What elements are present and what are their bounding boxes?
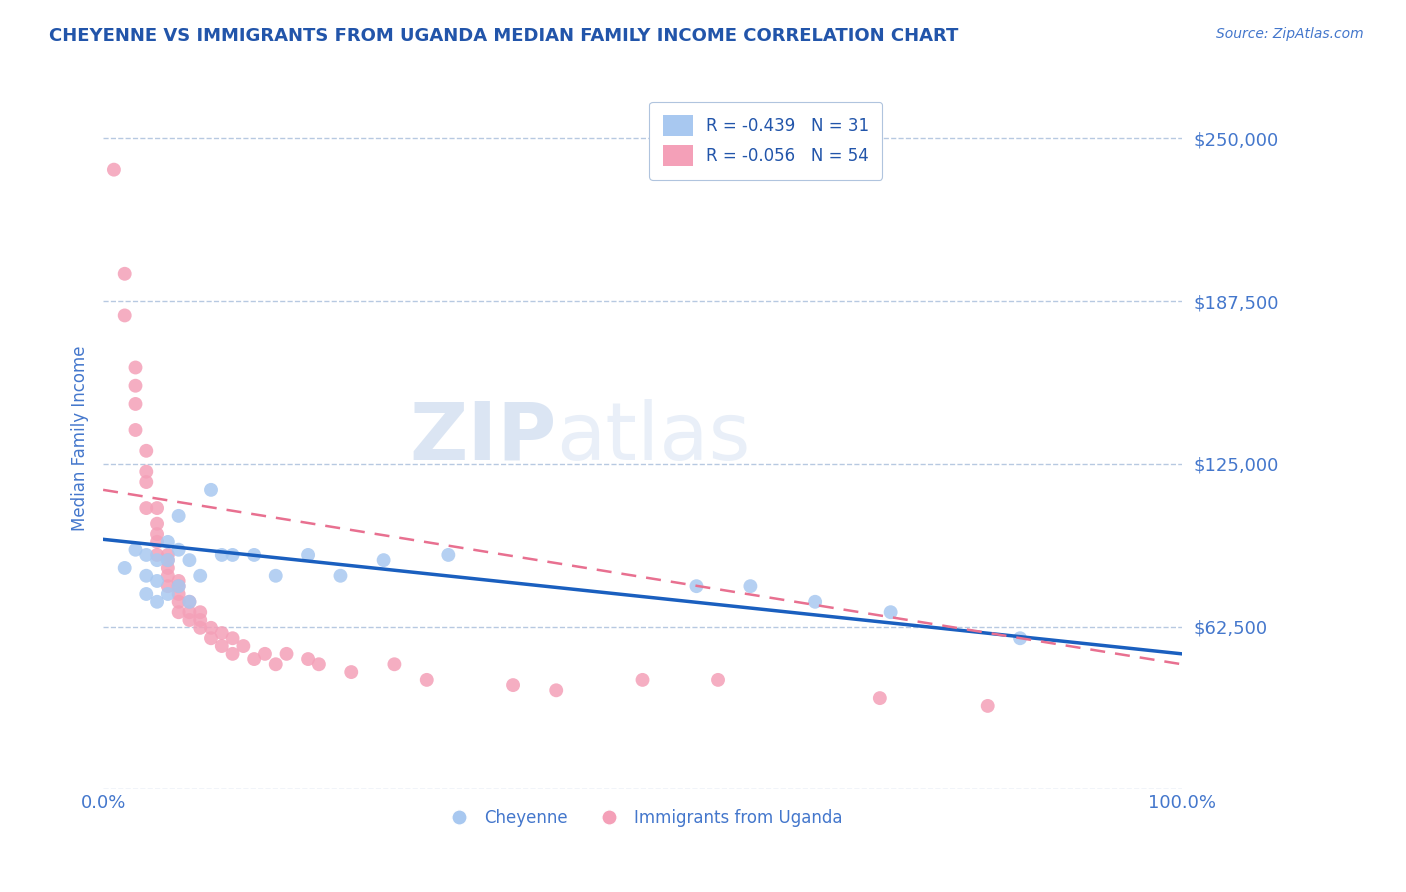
Point bbox=[156, 553, 179, 567]
Point bbox=[146, 548, 169, 562]
Point bbox=[156, 561, 179, 575]
Point bbox=[1010, 632, 1032, 646]
Point bbox=[135, 587, 157, 601]
Point bbox=[211, 639, 233, 653]
Point bbox=[167, 579, 190, 593]
Point bbox=[156, 553, 179, 567]
Point bbox=[156, 568, 179, 582]
Point bbox=[416, 673, 439, 687]
Point bbox=[156, 579, 179, 593]
Point bbox=[135, 501, 157, 516]
Point bbox=[124, 397, 146, 411]
Point bbox=[114, 309, 136, 323]
Point bbox=[167, 587, 190, 601]
Point bbox=[167, 574, 190, 588]
Point bbox=[707, 673, 730, 687]
Point bbox=[156, 535, 179, 549]
Point bbox=[179, 595, 201, 609]
Point bbox=[685, 579, 707, 593]
Point bbox=[156, 587, 179, 601]
Point bbox=[804, 595, 827, 609]
Point bbox=[297, 548, 319, 562]
Point bbox=[329, 568, 352, 582]
Point bbox=[156, 548, 179, 562]
Point bbox=[135, 548, 157, 562]
Point bbox=[879, 605, 901, 619]
Point bbox=[146, 516, 169, 531]
Point bbox=[232, 639, 254, 653]
Point bbox=[200, 621, 222, 635]
Point bbox=[221, 647, 243, 661]
Point bbox=[135, 465, 157, 479]
Point bbox=[135, 475, 157, 489]
Point bbox=[211, 626, 233, 640]
Point bbox=[124, 542, 146, 557]
Point bbox=[146, 527, 169, 541]
Point bbox=[221, 548, 243, 562]
Point bbox=[276, 647, 298, 661]
Text: CHEYENNE VS IMMIGRANTS FROM UGANDA MEDIAN FAMILY INCOME CORRELATION CHART: CHEYENNE VS IMMIGRANTS FROM UGANDA MEDIA… bbox=[49, 27, 959, 45]
Point bbox=[373, 553, 395, 567]
Text: Source: ZipAtlas.com: Source: ZipAtlas.com bbox=[1216, 27, 1364, 41]
Point bbox=[308, 657, 330, 672]
Point bbox=[188, 568, 211, 582]
Point bbox=[740, 579, 762, 593]
Point bbox=[167, 605, 190, 619]
Point bbox=[264, 657, 287, 672]
Point bbox=[179, 605, 201, 619]
Point bbox=[188, 613, 211, 627]
Point bbox=[221, 632, 243, 646]
Point bbox=[124, 360, 146, 375]
Legend: Cheyenne, Immigrants from Uganda: Cheyenne, Immigrants from Uganda bbox=[436, 802, 849, 834]
Point bbox=[211, 548, 233, 562]
Text: atlas: atlas bbox=[557, 399, 751, 477]
Point bbox=[179, 553, 201, 567]
Point bbox=[167, 542, 190, 557]
Point bbox=[114, 267, 136, 281]
Point bbox=[869, 691, 891, 706]
Point bbox=[188, 605, 211, 619]
Point bbox=[977, 698, 1000, 713]
Point bbox=[253, 647, 276, 661]
Point bbox=[502, 678, 524, 692]
Point bbox=[384, 657, 406, 672]
Point bbox=[146, 574, 169, 588]
Point bbox=[167, 508, 190, 523]
Y-axis label: Median Family Income: Median Family Income bbox=[72, 345, 89, 531]
Point bbox=[135, 443, 157, 458]
Point bbox=[200, 483, 222, 497]
Point bbox=[437, 548, 460, 562]
Point bbox=[167, 579, 190, 593]
Point bbox=[243, 548, 266, 562]
Point bbox=[146, 501, 169, 516]
Point bbox=[179, 595, 201, 609]
Point bbox=[103, 162, 125, 177]
Point bbox=[114, 561, 136, 575]
Point bbox=[188, 621, 211, 635]
Point bbox=[124, 378, 146, 392]
Point bbox=[546, 683, 568, 698]
Point bbox=[167, 595, 190, 609]
Text: ZIP: ZIP bbox=[409, 399, 557, 477]
Point bbox=[146, 535, 169, 549]
Point bbox=[124, 423, 146, 437]
Point bbox=[135, 568, 157, 582]
Point bbox=[200, 632, 222, 646]
Point bbox=[297, 652, 319, 666]
Point bbox=[179, 613, 201, 627]
Point bbox=[264, 568, 287, 582]
Point bbox=[243, 652, 266, 666]
Point bbox=[146, 553, 169, 567]
Point bbox=[631, 673, 654, 687]
Point bbox=[340, 665, 363, 679]
Point bbox=[146, 595, 169, 609]
